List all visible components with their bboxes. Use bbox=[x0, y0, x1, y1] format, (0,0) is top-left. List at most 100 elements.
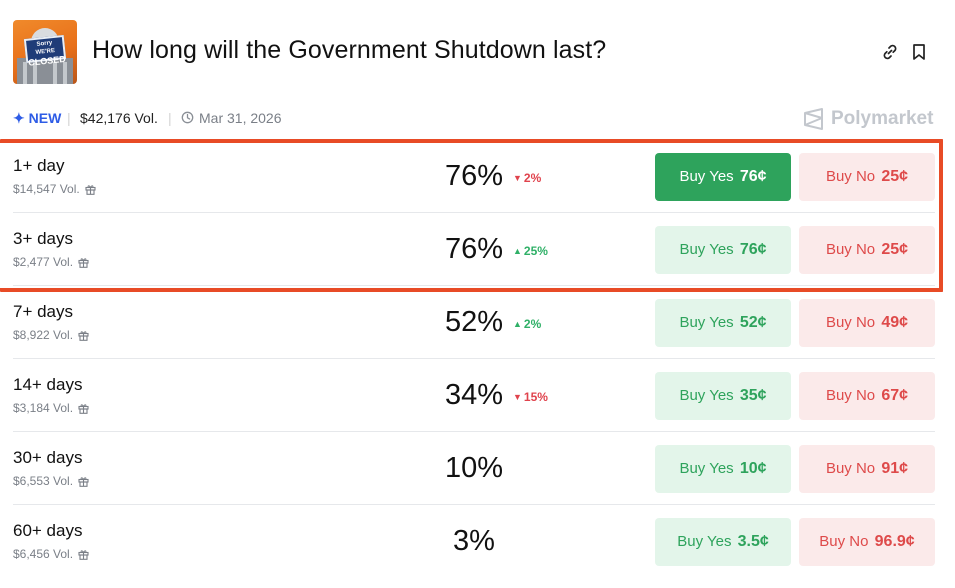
outcome-label: 14+ days bbox=[13, 375, 83, 394]
change-indicator: ▲ 2% bbox=[513, 317, 541, 331]
buy-yes-label: Buy Yes bbox=[677, 533, 732, 550]
market-meta: ✦ NEW | $42,176 Vol. | Mar 31, 2026 Poly… bbox=[13, 108, 938, 130]
buy-no-label: Buy No bbox=[825, 168, 876, 185]
buy-yes-button[interactable]: Buy Yes 10¢ bbox=[655, 445, 791, 493]
outcome-row[interactable]: 14+ days $3,184 Vol. 34% ▼ 15% Buy Yes 35… bbox=[13, 359, 935, 432]
gift-icon bbox=[78, 404, 89, 414]
buy-yes-price: 76¢ bbox=[739, 168, 767, 185]
outcome-volume-text: $6,456 Vol. bbox=[13, 547, 74, 561]
buy-yes-label: Buy Yes bbox=[679, 460, 734, 477]
outcome-volume-text: $3,184 Vol. bbox=[13, 401, 74, 415]
outcome-volume: $2,477 Vol. bbox=[13, 255, 89, 269]
buy-no-button[interactable]: Buy No 91¢ bbox=[799, 445, 935, 493]
buy-yes-price: 3.5¢ bbox=[737, 533, 769, 550]
buy-yes-button[interactable]: Buy Yes 3.5¢ bbox=[655, 518, 791, 566]
outcome-volume: $6,553 Vol. bbox=[13, 474, 89, 488]
change-value: 15% bbox=[523, 390, 548, 404]
buy-no-price: 91¢ bbox=[881, 460, 909, 477]
buy-no-button[interactable]: Buy No 96.9¢ bbox=[799, 518, 935, 566]
gift-icon bbox=[78, 550, 89, 560]
divider: | bbox=[168, 110, 172, 126]
outcome-label: 3+ days bbox=[13, 229, 74, 248]
outcome-label: 30+ days bbox=[13, 448, 83, 467]
outcome-label: 60+ days bbox=[13, 521, 83, 540]
buy-yes-price: 52¢ bbox=[739, 314, 767, 331]
outcome-percent: 52% bbox=[444, 306, 504, 338]
link-icon[interactable] bbox=[880, 42, 900, 62]
market-thumbnail: Sorry WE'RE CLOSED bbox=[13, 20, 77, 84]
outcome-volume-text: $2,477 Vol. bbox=[13, 255, 74, 269]
outcome-percent: 3% bbox=[453, 525, 495, 557]
change-value: 25% bbox=[523, 244, 548, 258]
outcome-label: 7+ days bbox=[13, 302, 74, 321]
buy-no-price: 49¢ bbox=[881, 314, 909, 331]
brand-name: Polymarket bbox=[831, 108, 934, 129]
change-indicator: ▲ 25% bbox=[513, 244, 548, 258]
outcome-volume-text: $14,547 Vol. bbox=[13, 182, 80, 196]
buy-no-label: Buy No bbox=[819, 533, 869, 550]
buy-yes-label: Buy Yes bbox=[679, 168, 734, 185]
change-indicator: ▼ 2% bbox=[513, 171, 541, 185]
buy-no-label: Buy No bbox=[825, 314, 876, 331]
outcome-percent: 34% bbox=[444, 379, 504, 411]
gift-icon bbox=[78, 331, 89, 341]
outcome-row[interactable]: 30+ days $6,553 Vol. 10% Buy Yes 10¢ Buy… bbox=[13, 432, 935, 505]
buy-no-button[interactable]: Buy No 49¢ bbox=[799, 299, 935, 347]
outcome-volume: $14,547 Vol. bbox=[13, 182, 96, 196]
buy-no-price: 25¢ bbox=[881, 241, 909, 258]
outcome-volume-text: $6,553 Vol. bbox=[13, 474, 74, 488]
arrow-up-icon: ▲ bbox=[513, 319, 522, 329]
outcome-volume: $8,922 Vol. bbox=[13, 328, 89, 342]
change-indicator: ▼ 15% bbox=[513, 390, 548, 404]
buy-yes-price: 35¢ bbox=[739, 387, 767, 404]
outcome-percent: 76% bbox=[444, 160, 504, 192]
arrow-up-icon: ▲ bbox=[513, 246, 522, 256]
new-badge: ✦ NEW bbox=[13, 110, 62, 126]
buy-yes-button[interactable]: Buy Yes 35¢ bbox=[655, 372, 791, 420]
buy-no-label: Buy No bbox=[825, 241, 876, 258]
closed-sign: Sorry WE'RE CLOSED bbox=[23, 34, 66, 68]
outcome-percent: 76% bbox=[444, 233, 504, 265]
buy-no-button[interactable]: Buy No 25¢ bbox=[799, 226, 935, 274]
buy-no-label: Buy No bbox=[825, 460, 876, 477]
outcomes-list: 1+ day $14,547 Vol. 76% ▼ 2% Buy Yes 76¢ … bbox=[13, 140, 935, 578]
bookmark-icon[interactable] bbox=[909, 42, 929, 62]
outcome-volume: $3,184 Vol. bbox=[13, 401, 89, 415]
buy-yes-button[interactable]: Buy Yes 76¢ bbox=[655, 226, 791, 274]
gift-icon bbox=[78, 477, 89, 487]
buy-no-price: 25¢ bbox=[881, 168, 909, 185]
end-date: Mar 31, 2026 bbox=[199, 110, 282, 126]
change-value: 2% bbox=[523, 171, 542, 185]
polymarket-icon bbox=[804, 108, 823, 130]
divider: | bbox=[67, 110, 71, 126]
change-value: 2% bbox=[523, 317, 542, 331]
buy-no-price: 67¢ bbox=[881, 387, 909, 404]
buy-no-price: 96.9¢ bbox=[874, 533, 915, 550]
page-title: How long will the Government Shutdown la… bbox=[92, 36, 607, 64]
buy-no-button[interactable]: Buy No 67¢ bbox=[799, 372, 935, 420]
outcome-row[interactable]: 1+ day $14,547 Vol. 76% ▼ 2% Buy Yes 76¢ … bbox=[13, 140, 935, 213]
gift-icon bbox=[78, 258, 89, 268]
buy-yes-button[interactable]: Buy Yes 52¢ bbox=[655, 299, 791, 347]
arrow-down-icon: ▼ bbox=[513, 392, 522, 402]
buy-yes-price: 10¢ bbox=[739, 460, 767, 477]
buy-no-label: Buy No bbox=[825, 387, 876, 404]
outcome-row[interactable]: 7+ days $8,922 Vol. 52% ▲ 2% Buy Yes 52¢ … bbox=[13, 286, 935, 359]
buy-yes-label: Buy Yes bbox=[679, 241, 734, 258]
buy-no-button[interactable]: Buy No 25¢ bbox=[799, 153, 935, 201]
buy-yes-button[interactable]: Buy Yes 76¢ bbox=[655, 153, 791, 201]
buy-yes-price: 76¢ bbox=[739, 241, 767, 258]
outcome-volume: $6,456 Vol. bbox=[13, 547, 89, 561]
outcome-row[interactable]: 60+ days $6,456 Vol. 3% Buy Yes 3.5¢ Buy… bbox=[13, 505, 935, 578]
total-volume: $42,176 Vol. bbox=[80, 110, 158, 126]
gift-icon bbox=[85, 185, 96, 195]
outcome-row[interactable]: 3+ days $2,477 Vol. 76% ▲ 25% Buy Yes 76¢… bbox=[13, 213, 935, 286]
outcome-label: 1+ day bbox=[13, 156, 65, 175]
clock-icon bbox=[181, 111, 194, 124]
buy-yes-label: Buy Yes bbox=[679, 314, 734, 331]
market-header: Sorry WE'RE CLOSED How long will the Gov… bbox=[13, 20, 938, 84]
outcome-volume-text: $8,922 Vol. bbox=[13, 328, 74, 342]
outcome-percent: 10% bbox=[444, 452, 504, 484]
arrow-down-icon: ▼ bbox=[513, 173, 522, 183]
buy-yes-label: Buy Yes bbox=[679, 387, 734, 404]
